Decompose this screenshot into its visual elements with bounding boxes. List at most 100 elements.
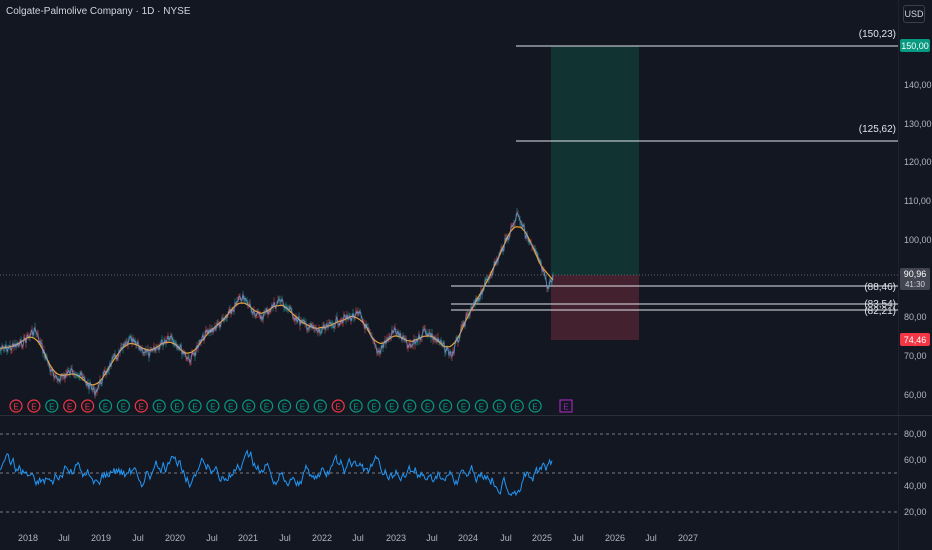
earnings-marker[interactable] [349,399,363,413]
time-axis[interactable]: 2018 Jul 2019 Jul 2020 Jul 2021 Jul 2022… [18,533,698,543]
earnings-marker[interactable] [313,399,327,413]
earnings-marker-label: E [532,403,537,412]
earnings-marker[interactable] [439,399,453,413]
earnings-marker[interactable] [63,399,77,413]
price-tick: 120,00 [904,157,932,167]
rsi-tick: 60,00 [904,455,927,465]
earnings-marker-label: E [282,403,287,412]
earnings-marker[interactable] [9,399,23,413]
earnings-marker[interactable] [510,399,524,413]
earnings-marker-label: E [479,403,484,412]
earnings-marker-label: E [121,403,126,412]
earnings-marker[interactable] [188,399,202,413]
currency-button[interactable]: USD [903,5,925,23]
time-label: Jul [645,533,657,543]
earnings-marker[interactable] [421,399,435,413]
current-price-badge [900,268,930,290]
earnings-marker[interactable] [385,399,399,413]
price-scale-divider [898,0,899,550]
earnings-marker-label: E [515,403,520,412]
earnings-marker-label: E [85,403,90,412]
earnings-marker[interactable] [170,399,184,413]
target-high-label: (150,23) [859,29,896,40]
earnings-marker-label: E [246,403,251,412]
earnings-marker[interactable] [116,399,131,413]
rsi-panel[interactable]: 80,00 60,00 40,00 20,00 [0,429,927,517]
earnings-marker[interactable] [367,399,381,413]
earnings-marker-label: E [139,403,144,412]
price-tick: 130,00 [904,119,932,129]
earnings-marker-label: E [318,403,323,412]
earnings-marker-label: E [300,403,305,412]
price-scale[interactable]: 140,00 130,00 120,00 110,00 100,00 80,00… [904,80,932,400]
earnings-marker-label: E [407,403,412,412]
rsi-line [0,449,553,497]
time-label: Jul [500,533,512,543]
earnings-marker-label: E [461,403,466,412]
earnings-marker[interactable] [260,399,274,413]
time-label: 2022 [312,533,332,543]
earnings-marker[interactable] [277,399,292,413]
earnings-marker-label: E [174,403,179,412]
time-label: Jul [58,533,70,543]
price-tick: 60,00 [904,390,927,400]
earnings-marker[interactable] [206,399,220,413]
earnings-marker[interactable] [80,399,95,413]
rsi-tick: 80,00 [904,429,927,439]
level-2-label: (83,54) [864,299,896,310]
time-label: Jul [206,533,218,543]
bar-countdown: 41:30 [905,280,926,289]
price-tick: 110,00 [904,196,931,206]
earnings-marker[interactable] [295,399,309,413]
target-price-badge-label: 150,00 [901,41,929,51]
time-label: 2018 [18,533,38,543]
earnings-marker[interactable] [492,399,506,413]
earnings-marker[interactable] [27,399,41,413]
earnings-marker-label: E [49,403,54,412]
price-tick: 100,00 [904,235,932,245]
time-label: 2025 [532,533,552,543]
price-tick: 80,00 [904,312,927,322]
earnings-marker-label: E [353,403,358,412]
earnings-marker-label: E [371,403,376,412]
loss-zone[interactable] [551,275,639,340]
stop-price-badge [900,333,930,346]
earnings-marker[interactable] [242,399,256,413]
earnings-marker-label: E [13,403,18,412]
symbol-title[interactable]: Colgate-Palmolive Company · 1D · NYSE [6,6,191,17]
earnings-marker-label: E [264,403,269,412]
earnings-marker-label: E [31,403,36,412]
target-price-badge [900,39,930,52]
earnings-marker[interactable] [152,399,166,413]
earnings-marker-label: E [336,403,341,412]
profit-zone[interactable] [551,46,639,275]
earnings-marker-label: E [389,403,394,412]
earnings-marker-label: E [67,403,72,412]
earnings-marker[interactable] [474,399,488,413]
level-3-label: (82,21) [864,306,896,317]
earnings-marker[interactable] [224,399,238,413]
level-1-label: (88,46) [864,282,896,293]
earnings-marker[interactable] [98,399,113,413]
earnings-marker[interactable] [134,399,148,413]
time-label: Jul [279,533,291,543]
pane-separator[interactable] [0,415,932,416]
time-label: Jul [352,533,364,543]
earnings-marker-label: E [497,403,502,412]
price-tick: 140,00 [904,80,932,90]
earnings-marker-label: E [157,403,162,412]
earnings-marker[interactable] [528,399,542,413]
earnings-marker[interactable] [456,399,471,413]
earnings-marker[interactable] [45,399,59,413]
candle-series [0,207,554,399]
earnings-marker-label: E [443,403,448,412]
earnings-marker-label: E [210,403,215,412]
earnings-marker[interactable] [331,399,345,413]
time-label: 2019 [91,533,111,543]
earnings-marker[interactable] [403,399,417,413]
target-mid-label: (125,62) [859,124,896,135]
earnings-marker[interactable] [559,399,573,413]
time-label: 2027 [678,533,698,543]
